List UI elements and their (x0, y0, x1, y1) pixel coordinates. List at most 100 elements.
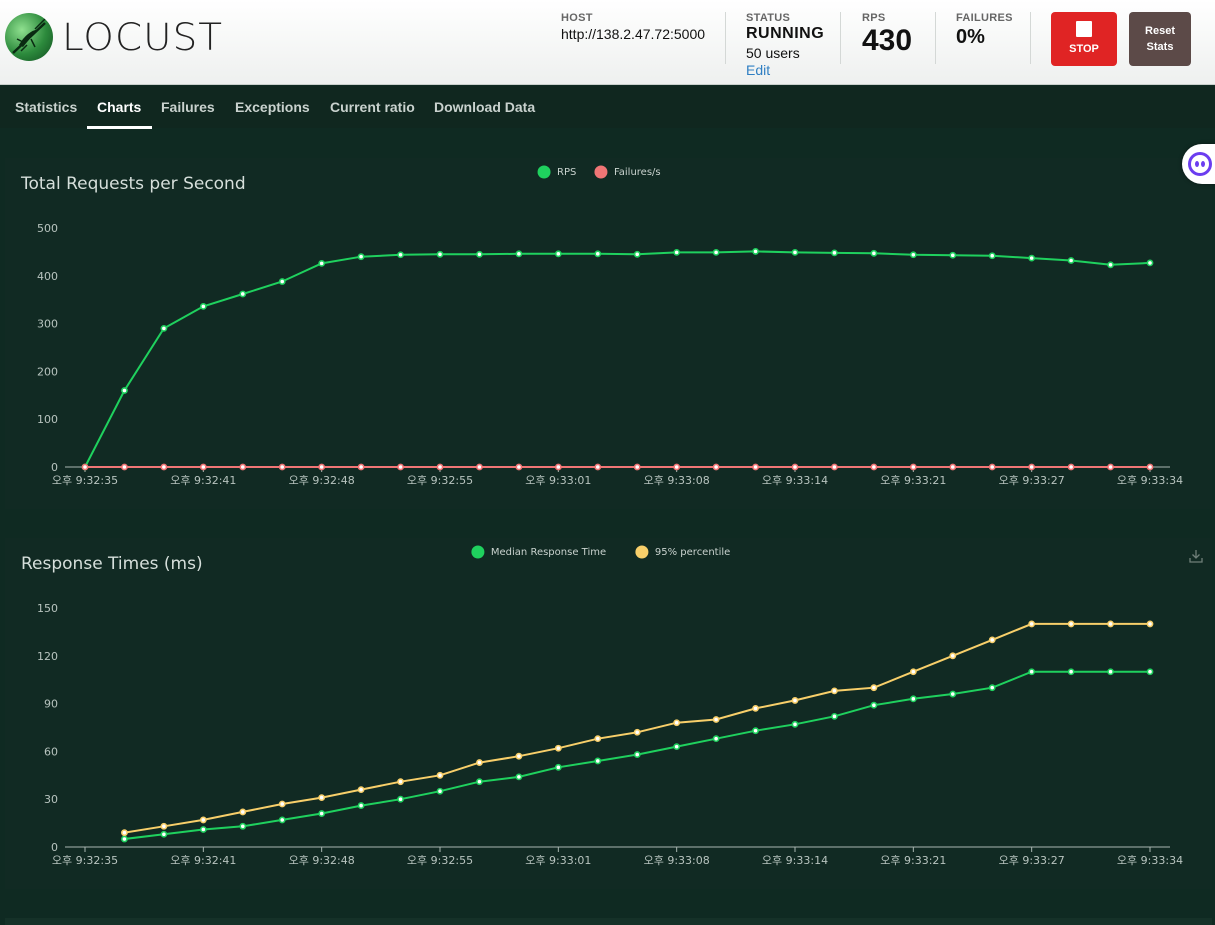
data-point[interactable] (949, 463, 957, 471)
data-point[interactable] (831, 687, 838, 695)
data-point[interactable] (278, 816, 286, 824)
data-point[interactable] (397, 795, 404, 803)
data-point[interactable] (1107, 261, 1114, 269)
data-point[interactable] (870, 463, 878, 471)
data-point[interactable] (515, 463, 523, 471)
data-point[interactable] (357, 786, 365, 794)
data-point[interactable] (1146, 668, 1154, 676)
data-point[interactable] (909, 668, 917, 676)
data-point[interactable] (949, 251, 957, 259)
data-point[interactable] (791, 463, 799, 471)
data-point[interactable] (1028, 254, 1036, 262)
data-point[interactable] (554, 250, 562, 258)
data-point[interactable] (1028, 463, 1036, 471)
tab-charts[interactable]: Charts (97, 99, 142, 115)
data-point[interactable] (199, 302, 207, 310)
tab-exceptions[interactable]: Exceptions (235, 99, 310, 115)
data-point[interactable] (397, 251, 404, 259)
data-point[interactable] (1146, 620, 1154, 628)
data-point[interactable] (1067, 257, 1075, 264)
data-point[interactable] (239, 290, 247, 298)
data-point[interactable] (752, 704, 759, 712)
data-point[interactable] (160, 463, 168, 471)
data-point[interactable] (870, 684, 878, 692)
data-point[interactable] (160, 830, 168, 838)
data-point[interactable] (712, 248, 720, 256)
data-point[interactable] (633, 250, 641, 258)
data-point[interactable] (476, 463, 483, 471)
data-point[interactable] (791, 720, 799, 728)
data-point[interactable] (515, 250, 523, 258)
data-point[interactable] (239, 463, 247, 471)
tab-failures[interactable]: Failures (161, 99, 215, 115)
legend-swatch[interactable] (471, 545, 485, 559)
data-point[interactable] (594, 757, 602, 765)
data-point[interactable] (515, 752, 523, 760)
data-point[interactable] (121, 463, 128, 471)
data-point[interactable] (752, 727, 759, 735)
data-point[interactable] (988, 463, 996, 471)
data-point[interactable] (397, 778, 404, 786)
data-point[interactable] (1107, 668, 1114, 676)
data-point[interactable] (121, 829, 128, 837)
data-point[interactable] (476, 778, 483, 786)
data-point[interactable] (515, 773, 523, 781)
data-point[interactable] (594, 463, 602, 471)
data-point[interactable] (436, 787, 444, 795)
data-point[interactable] (121, 387, 128, 394)
data-point[interactable] (476, 250, 483, 258)
data-point[interactable] (594, 250, 602, 258)
data-point[interactable] (909, 695, 917, 703)
assistant-widget-button[interactable] (1182, 144, 1215, 184)
stop-button[interactable]: STOP (1051, 12, 1117, 66)
data-point[interactable] (199, 816, 207, 824)
legend-label[interactable]: Median Response Time (491, 547, 606, 558)
data-point[interactable] (909, 251, 917, 259)
data-point[interactable] (949, 652, 957, 660)
data-point[interactable] (673, 719, 681, 727)
data-point[interactable] (436, 771, 444, 779)
legend-label[interactable]: 95% percentile (655, 547, 730, 558)
data-point[interactable] (1067, 463, 1075, 471)
data-point[interactable] (752, 248, 759, 255)
data-point[interactable] (160, 822, 168, 830)
data-point[interactable] (988, 252, 996, 260)
data-point[interactable] (239, 808, 247, 816)
data-point[interactable] (554, 763, 562, 771)
data-point[interactable] (1107, 463, 1114, 471)
data-point[interactable] (239, 822, 247, 830)
data-point[interactable] (712, 735, 720, 743)
data-point[interactable] (831, 712, 838, 720)
data-point[interactable] (357, 802, 365, 809)
data-point[interactable] (791, 248, 799, 256)
data-point[interactable] (278, 278, 286, 285)
data-point[interactable] (199, 463, 207, 471)
tab-download-data[interactable]: Download Data (434, 99, 536, 115)
data-point[interactable] (1146, 259, 1154, 267)
data-point[interactable] (199, 826, 207, 833)
data-point[interactable] (554, 744, 562, 752)
data-point[interactable] (870, 249, 878, 257)
legend-swatch[interactable] (594, 165, 608, 179)
legend-swatch[interactable] (635, 545, 649, 559)
data-point[interactable] (988, 684, 996, 692)
data-point[interactable] (121, 835, 128, 843)
legend-swatch[interactable] (537, 165, 551, 179)
data-point[interactable] (870, 701, 878, 709)
data-point[interactable] (673, 248, 681, 256)
tab-statistics[interactable]: Statistics (15, 99, 78, 115)
data-point[interactable] (318, 259, 326, 267)
data-point[interactable] (791, 697, 799, 704)
data-point[interactable] (357, 253, 365, 261)
data-point[interactable] (831, 249, 838, 257)
data-point[interactable] (1107, 620, 1114, 628)
data-point[interactable] (476, 759, 483, 766)
data-point[interactable] (633, 728, 641, 736)
data-point[interactable] (712, 716, 720, 723)
tab-current-ratio[interactable]: Current ratio (330, 99, 415, 115)
data-point[interactable] (988, 636, 996, 644)
data-point[interactable] (909, 463, 917, 471)
data-point[interactable] (949, 690, 957, 698)
data-point[interactable] (1028, 620, 1036, 628)
data-point[interactable] (554, 463, 562, 471)
